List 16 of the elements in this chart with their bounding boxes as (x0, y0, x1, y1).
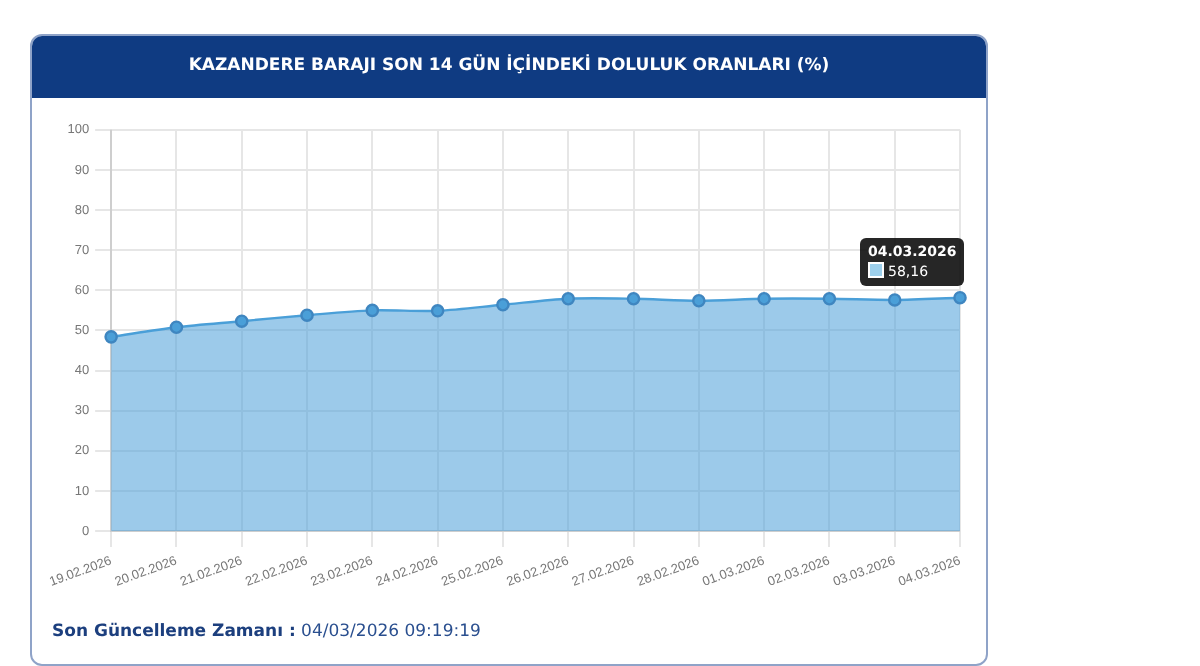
point (953, 290, 967, 305)
point (757, 291, 771, 306)
point (169, 320, 184, 335)
point (626, 291, 641, 306)
point (887, 293, 902, 307)
text: Son Güncelleme Zamanı : 04/03/2026 09:19:19 (52, 622, 481, 642)
point (496, 297, 510, 312)
point (692, 293, 706, 308)
point (561, 291, 576, 306)
point (234, 314, 249, 329)
point (365, 303, 380, 318)
chart-title: KAZANDERE BARAJI SON 14 GÜN İÇİNDEKİ DOLULUK ORANLARI (%) (32, 36, 986, 98)
point (822, 291, 837, 306)
point (300, 308, 314, 322)
point (104, 330, 118, 344)
point (430, 303, 445, 318)
